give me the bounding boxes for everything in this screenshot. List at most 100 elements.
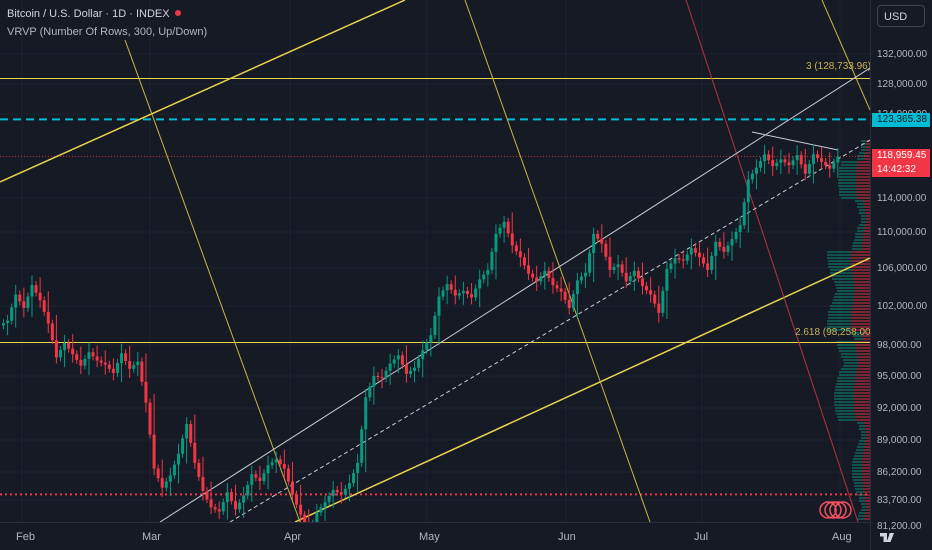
volume-profile-bar-down: [866, 437, 870, 439]
candle-body: [653, 294, 657, 304]
symbol-title-text: Bitcoin / U.S. Dollar · 1D · INDEX: [7, 8, 170, 20]
volume-profile-bar-up: [835, 410, 854, 412]
candle-body: [409, 370, 412, 374]
candle-body: [360, 429, 364, 463]
fib-channel-line-upper: [0, 0, 406, 183]
volume-profile-bar-down: [866, 218, 870, 220]
candle-body: [474, 288, 478, 298]
volume-profile-bar-up: [841, 197, 857, 199]
volume-profile-bar-down: [854, 398, 870, 400]
candle-body: [673, 258, 677, 264]
volume-profile-bar-up: [827, 257, 851, 259]
candle-body: [787, 162, 791, 166]
volume-profile-bar-down: [857, 164, 870, 166]
candle-body: [347, 483, 351, 489]
volume-profile-bar-up: [853, 242, 862, 244]
candle-body: [661, 290, 665, 313]
candle-body: [604, 243, 608, 257]
indicator-legend[interactable]: VRVP (Number Of Rows, 300, Up/Down): [7, 26, 208, 38]
candle-body: [421, 350, 425, 359]
price-tick: 128,000.00: [877, 79, 928, 90]
candle-body: [2, 323, 5, 326]
time-label-jun: Jun: [558, 531, 576, 543]
candle-body: [295, 494, 299, 505]
volume-profile-bar-down: [856, 350, 870, 352]
candle-body: [799, 155, 803, 165]
candle-body: [270, 462, 274, 466]
candle-body: [567, 299, 571, 308]
pennant-upper-line: [751, 131, 839, 151]
candle-body: [156, 468, 160, 479]
timeline-marker-icon[interactable]: [819, 501, 852, 519]
candle-body: [193, 442, 197, 463]
volume-profile-bar-down: [854, 410, 870, 412]
level-line-badge[interactable]: 123,365.38: [872, 113, 930, 127]
volume-profile-bar-up: [859, 428, 865, 430]
candle-body: [783, 159, 787, 163]
candle-body: [115, 363, 119, 373]
volume-profile-bar-up: [832, 278, 853, 280]
candle-body: [449, 284, 453, 290]
timeline-marker-ring: [824, 501, 842, 519]
volume-profile-bar-down: [866, 503, 870, 505]
volume-profile-bar-down: [866, 506, 870, 508]
chart-canvas[interactable]: [0, 0, 870, 522]
candle-body: [124, 353, 128, 362]
symbol-title[interactable]: Bitcoin / U.S. Dollar · 1D · INDEX: [7, 8, 183, 20]
volume-profile-bar-up: [839, 176, 856, 178]
volume-profile-bar-up: [857, 422, 864, 424]
price-axis[interactable]: [870, 0, 932, 550]
volume-profile-bar-down: [864, 422, 870, 424]
candle-body: [527, 265, 531, 274]
volume-profile-bar-down: [863, 482, 870, 484]
candle-body: [168, 475, 172, 482]
volume-profile-bar-up: [832, 275, 853, 277]
chart-plot-area[interactable]: [0, 0, 870, 522]
candle-body: [710, 255, 714, 270]
volume-profile-bar-down: [853, 275, 870, 277]
candle-body: [681, 259, 685, 261]
last-price-badge[interactable]: 118,959.45 14:42:32: [872, 149, 930, 177]
volume-profile-bar-up: [828, 263, 851, 265]
candle-body: [522, 257, 526, 266]
candle-body: [832, 162, 836, 169]
volume-profile-bar-up: [841, 356, 857, 358]
candle-body: [742, 202, 746, 226]
volume-profile-bar-up: [861, 218, 866, 220]
volume-profile-bar-down: [853, 299, 870, 301]
volume-profile-bar-down: [864, 449, 870, 451]
volume-profile-bar-down: [855, 380, 870, 382]
volume-profile-bar-up: [857, 155, 864, 157]
price-tick: 102,000.00: [877, 301, 928, 312]
volume-profile-bar-down: [855, 287, 870, 289]
time-axis[interactable]: Feb Mar Apr May Jun Jul Aug: [0, 522, 870, 550]
candle-body: [46, 311, 50, 324]
volume-profile-bar-down: [864, 230, 870, 232]
volume-profile-bar-up: [855, 452, 863, 454]
volume-profile-bar-up: [857, 227, 864, 229]
volume-profile-bar-up: [853, 335, 862, 337]
candle-body: [368, 386, 372, 398]
price-tick: 81,200.00: [877, 521, 922, 532]
volume-profile-bar-up: [827, 254, 851, 256]
volume-profile-bar-up: [828, 266, 851, 268]
candle-body: [494, 233, 498, 252]
volume-profile-bar-down: [864, 158, 870, 160]
volume-profile-bar-up: [843, 359, 858, 361]
volume-profile-bar-down: [865, 515, 870, 517]
volume-profile-bar-up: [839, 170, 856, 172]
candle-body: [26, 296, 30, 308]
volume-profile-bar-down: [866, 221, 870, 223]
candle-body: [665, 268, 669, 291]
candle-body: [445, 284, 449, 291]
candle-body: [221, 502, 225, 512]
candle-body: [181, 438, 185, 454]
volume-profile-bar-down: [852, 305, 870, 307]
fib-diagonal-3: [821, 0, 870, 111]
candle-body: [63, 343, 67, 351]
volume-profile-bar-up: [853, 479, 862, 481]
currency-button[interactable]: USD: [877, 5, 925, 27]
candle-body: [592, 233, 596, 254]
volume-profile-bar-down: [862, 242, 870, 244]
volume-profile-bar-up: [859, 425, 865, 427]
